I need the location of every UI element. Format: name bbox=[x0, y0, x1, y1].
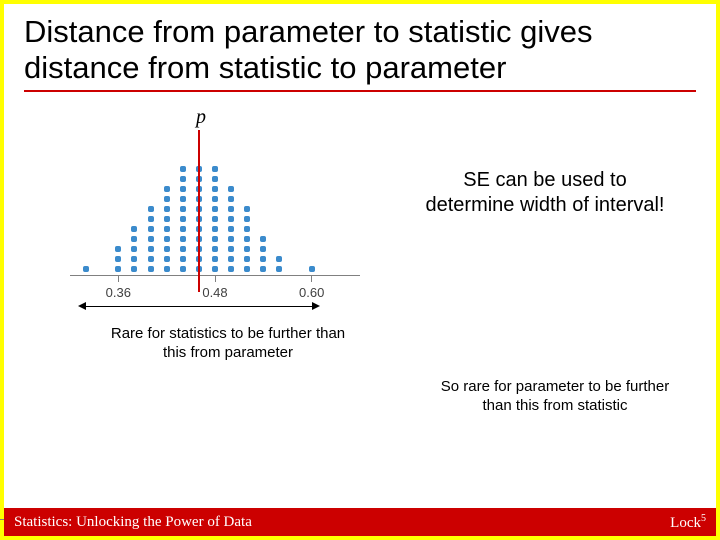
parameter-label: p bbox=[196, 106, 206, 129]
data-dot bbox=[212, 196, 218, 202]
data-dot bbox=[244, 256, 250, 262]
data-dot bbox=[131, 246, 137, 252]
data-dot bbox=[148, 206, 154, 212]
data-dot bbox=[180, 216, 186, 222]
data-dot bbox=[164, 216, 170, 222]
data-dot bbox=[212, 206, 218, 212]
se-note-line2: determine width of interval! bbox=[425, 194, 664, 216]
footer-brand: Lock bbox=[670, 515, 701, 531]
data-dot bbox=[276, 256, 282, 262]
data-dot bbox=[228, 206, 234, 212]
rare-note-line2: this from parameter bbox=[163, 344, 293, 361]
data-dot bbox=[244, 236, 250, 242]
data-dot bbox=[180, 166, 186, 172]
axis-tick bbox=[118, 276, 119, 282]
data-dot bbox=[180, 206, 186, 212]
data-dot bbox=[276, 266, 282, 272]
data-dot bbox=[228, 256, 234, 262]
se-note: SE can be used to determine width of int… bbox=[400, 168, 690, 218]
data-dot bbox=[131, 256, 137, 262]
data-dot bbox=[148, 256, 154, 262]
data-dot bbox=[164, 266, 170, 272]
data-dot bbox=[164, 226, 170, 232]
rare-note: Rare for statistics to be further than t… bbox=[88, 325, 368, 363]
data-dot bbox=[164, 236, 170, 242]
data-dot bbox=[212, 266, 218, 272]
data-dot bbox=[228, 186, 234, 192]
se-note-line1: SE can be used to bbox=[463, 169, 626, 191]
data-dot bbox=[228, 236, 234, 242]
data-dot bbox=[83, 266, 89, 272]
data-dot bbox=[260, 246, 266, 252]
arrow-right-icon bbox=[312, 302, 320, 310]
sorare-note-line1: So rare for parameter to be further bbox=[441, 378, 669, 395]
data-dot bbox=[260, 236, 266, 242]
data-dot bbox=[228, 216, 234, 222]
data-dot bbox=[148, 226, 154, 232]
data-dot bbox=[164, 206, 170, 212]
data-dot bbox=[212, 176, 218, 182]
data-dot bbox=[228, 196, 234, 202]
data-dot bbox=[131, 266, 137, 272]
data-dot bbox=[244, 226, 250, 232]
data-dot bbox=[164, 186, 170, 192]
footer-bar: Statistics: Unlocking the Power of Data … bbox=[4, 508, 716, 536]
footer-sup: 5 bbox=[701, 513, 706, 524]
axis-tick-label: 0.48 bbox=[197, 285, 233, 300]
data-dot bbox=[115, 256, 121, 262]
data-dot bbox=[148, 216, 154, 222]
data-dot bbox=[228, 246, 234, 252]
data-dot bbox=[228, 266, 234, 272]
data-dot bbox=[164, 196, 170, 202]
axis-tick bbox=[311, 276, 312, 282]
data-dot bbox=[212, 186, 218, 192]
arrow-left-icon bbox=[78, 302, 86, 310]
title-underline bbox=[24, 90, 696, 92]
data-dot bbox=[148, 266, 154, 272]
data-dot bbox=[212, 246, 218, 252]
data-dot bbox=[244, 206, 250, 212]
data-dot bbox=[131, 236, 137, 242]
data-dot bbox=[180, 226, 186, 232]
data-dot bbox=[212, 226, 218, 232]
data-dot bbox=[164, 246, 170, 252]
data-dot bbox=[260, 266, 266, 272]
data-dot bbox=[180, 256, 186, 262]
data-dot bbox=[244, 246, 250, 252]
data-dot bbox=[115, 266, 121, 272]
data-dot bbox=[180, 246, 186, 252]
footer-right: Lock5 bbox=[670, 513, 706, 532]
data-dot bbox=[309, 266, 315, 272]
dotplot-chart: 0.36 0.48 0.60 bbox=[70, 135, 360, 300]
data-dot bbox=[244, 216, 250, 222]
data-dot bbox=[164, 256, 170, 262]
data-dot bbox=[148, 246, 154, 252]
data-dot bbox=[260, 256, 266, 262]
data-dot bbox=[180, 186, 186, 192]
interval-arrow-line bbox=[86, 306, 312, 307]
data-dot bbox=[212, 166, 218, 172]
data-dot bbox=[148, 236, 154, 242]
sorare-note: So rare for parameter to be further than… bbox=[420, 378, 690, 416]
data-dot bbox=[212, 216, 218, 222]
axis-tick-label: 0.60 bbox=[294, 285, 330, 300]
data-dot bbox=[180, 236, 186, 242]
data-dot bbox=[212, 256, 218, 262]
data-dot bbox=[212, 236, 218, 242]
axis-tick-label: 0.36 bbox=[100, 285, 136, 300]
footer-left: Statistics: Unlocking the Power of Data bbox=[14, 514, 252, 531]
sorare-note-line2: than this from statistic bbox=[482, 397, 627, 414]
page-title: Distance from parameter to statistic giv… bbox=[24, 14, 696, 85]
axis-tick bbox=[215, 276, 216, 282]
rare-note-line1: Rare for statistics to be further than bbox=[111, 325, 345, 342]
data-dot bbox=[180, 196, 186, 202]
data-dot bbox=[180, 266, 186, 272]
data-dot bbox=[244, 266, 250, 272]
data-dot bbox=[131, 226, 137, 232]
data-dot bbox=[180, 176, 186, 182]
parameter-vline bbox=[198, 130, 200, 292]
data-dot bbox=[228, 226, 234, 232]
data-dot bbox=[115, 246, 121, 252]
